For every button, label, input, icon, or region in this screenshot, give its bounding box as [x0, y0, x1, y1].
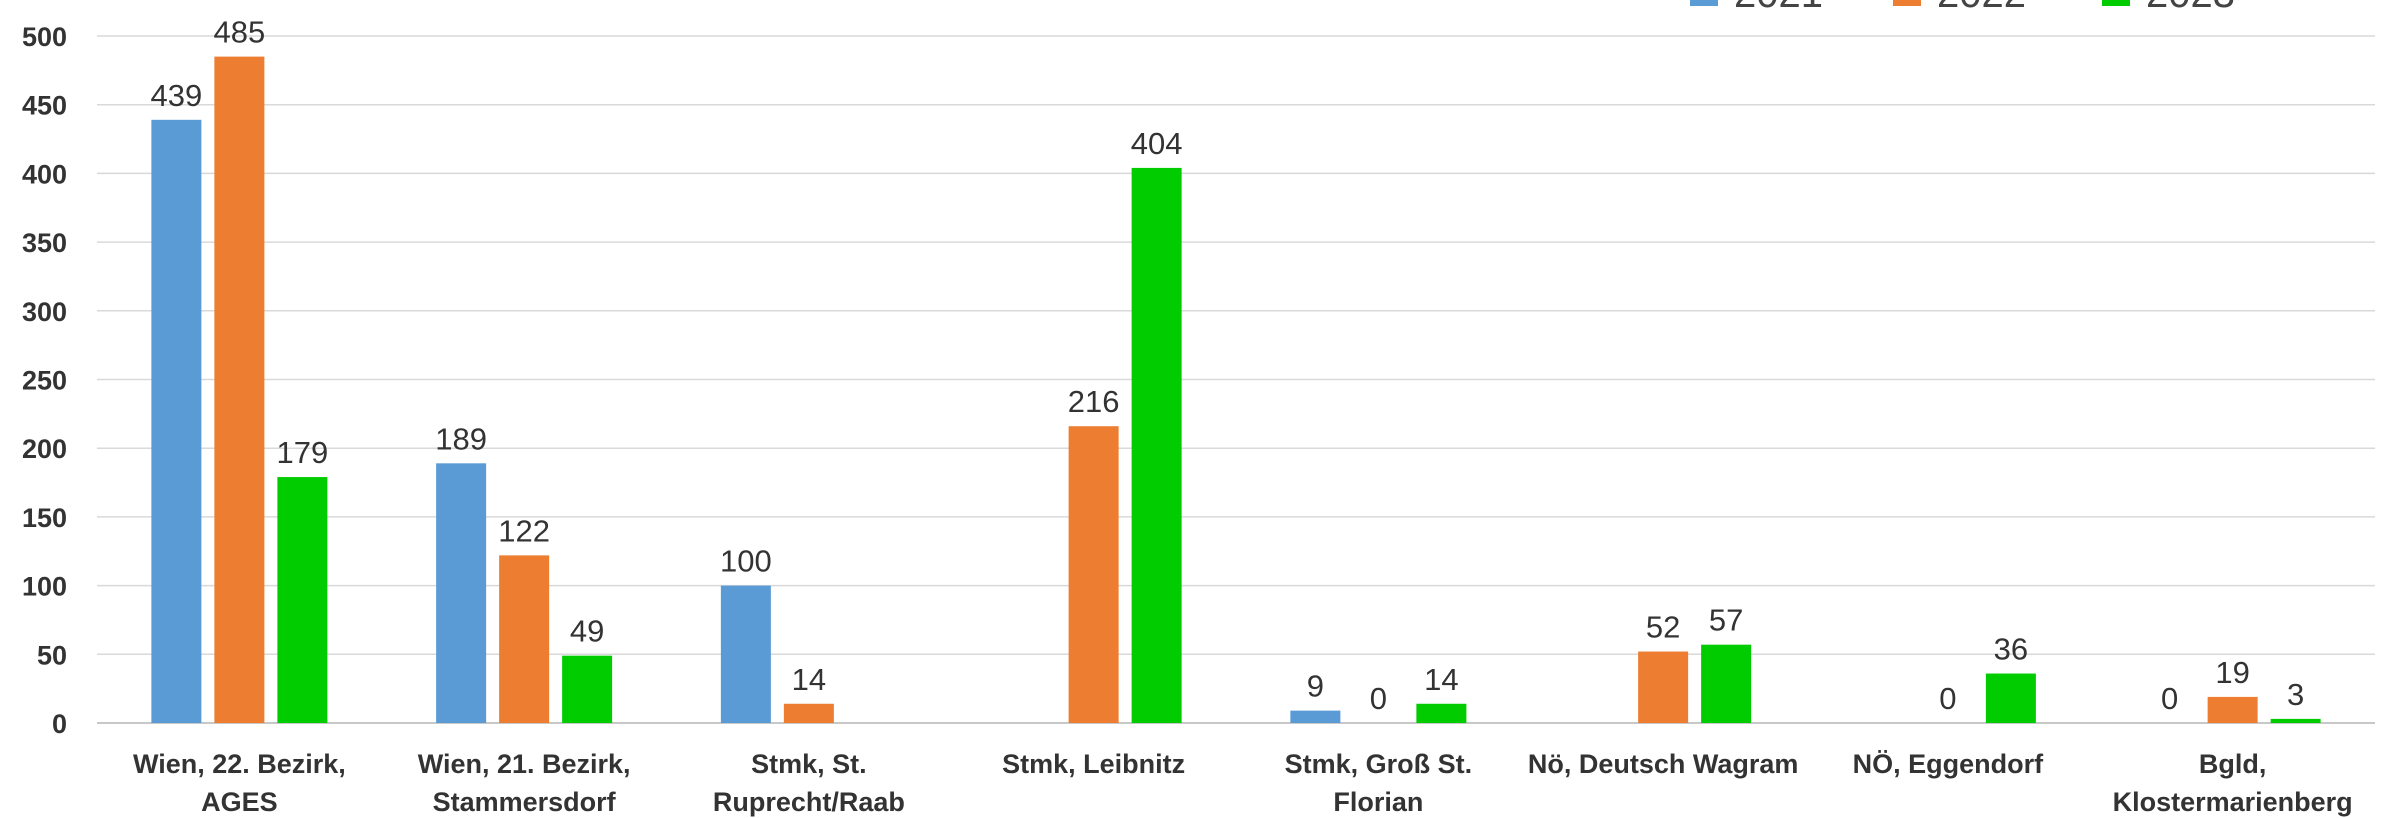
data-label: 100	[720, 544, 772, 579]
data-label: 179	[277, 435, 329, 470]
bar-2021	[436, 463, 487, 723]
data-label: 216	[1068, 384, 1120, 419]
data-label: 9	[1307, 669, 1324, 704]
y-tick-label: 300	[22, 297, 67, 327]
bar-2021	[720, 585, 771, 723]
bar-2023	[1131, 167, 1182, 724]
x-tick-label: Wien, 21. Bezirk, Stammersdorf	[418, 749, 631, 817]
bar-2022	[214, 56, 265, 724]
x-tick-label: Bgld, Klostermarienberg	[2113, 749, 2353, 817]
data-label: 36	[1994, 632, 2028, 667]
bars	[151, 56, 2321, 724]
x-tick-label: Stmk, Leibnitz	[1002, 749, 1185, 779]
data-label: 19	[2215, 655, 2249, 690]
legend-label-2023: 2023	[2146, 0, 2235, 16]
data-label: 14	[1424, 662, 1458, 697]
data-label: 52	[1646, 610, 1680, 645]
bar-2023	[1701, 644, 1752, 723]
y-tick-label: 150	[22, 503, 67, 533]
data-label: 57	[1709, 603, 1743, 638]
y-tick-label: 500	[22, 22, 67, 52]
bar-2022	[2207, 696, 2258, 723]
bar-2023	[1985, 673, 2036, 723]
y-tick-label: 400	[22, 159, 67, 189]
bar-2022	[1638, 651, 1689, 723]
x-tick-label: Stmk, Groß St. Florian	[1285, 749, 1473, 817]
legend-swatch-2021	[1690, 0, 1718, 6]
bar-2023	[277, 477, 328, 723]
data-label: 3	[2287, 677, 2304, 712]
data-label: 404	[1131, 126, 1183, 161]
legend-swatch-2022	[1893, 0, 1921, 6]
x-tick-label: NÖ, Eggendorf	[1853, 749, 2044, 779]
bar-2023	[1416, 703, 1467, 723]
bar-2022	[1068, 426, 1119, 723]
data-label: 189	[435, 421, 487, 456]
x-tick-label: Stmk, St. Ruprecht/Raab	[713, 749, 905, 817]
y-tick-label: 450	[22, 91, 67, 121]
data-label: 14	[792, 662, 826, 697]
legend: 2021 2022 2023	[1690, 0, 2235, 16]
y-tick-label: 250	[22, 366, 67, 396]
legend-label-2021: 2021	[1734, 0, 1823, 16]
y-axis-ticks: 0 50 100 150 200 250 300 350 400 450 500	[22, 22, 67, 739]
data-label: 0	[1939, 681, 1956, 716]
data-label: 0	[2161, 681, 2178, 716]
bar-2023	[2270, 718, 2321, 723]
bar-2021	[1290, 710, 1341, 723]
y-tick-label: 50	[37, 640, 67, 670]
bar-2022	[783, 703, 834, 723]
bar-2023	[562, 655, 613, 723]
data-label: 0	[1370, 681, 1387, 716]
data-label: 439	[151, 78, 203, 113]
x-tick-label: Nö, Deutsch Wagram	[1528, 749, 1799, 779]
x-tick-label: Wien, 22. Bezirk, AGES	[133, 749, 346, 817]
data-label: 49	[570, 614, 604, 649]
x-axis-ticks: Wien, 22. Bezirk, AGES Wien, 21. Bezirk, St…	[133, 749, 2353, 817]
legend-swatch-2023	[2102, 0, 2130, 6]
data-label: 122	[498, 513, 550, 548]
y-tick-label: 100	[22, 572, 67, 602]
legend-label-2022: 2022	[1937, 0, 2026, 16]
y-tick-label: 0	[52, 709, 67, 739]
data-labels: 439 485 179 189 122 49 100 14 216 404 9 0 14 52 57 0 36 0…	[151, 15, 2305, 716]
bar-2021	[151, 119, 202, 723]
y-tick-label: 200	[22, 434, 67, 464]
data-label: 485	[214, 15, 266, 50]
y-tick-label: 350	[22, 228, 67, 258]
bar-2022	[499, 555, 550, 723]
